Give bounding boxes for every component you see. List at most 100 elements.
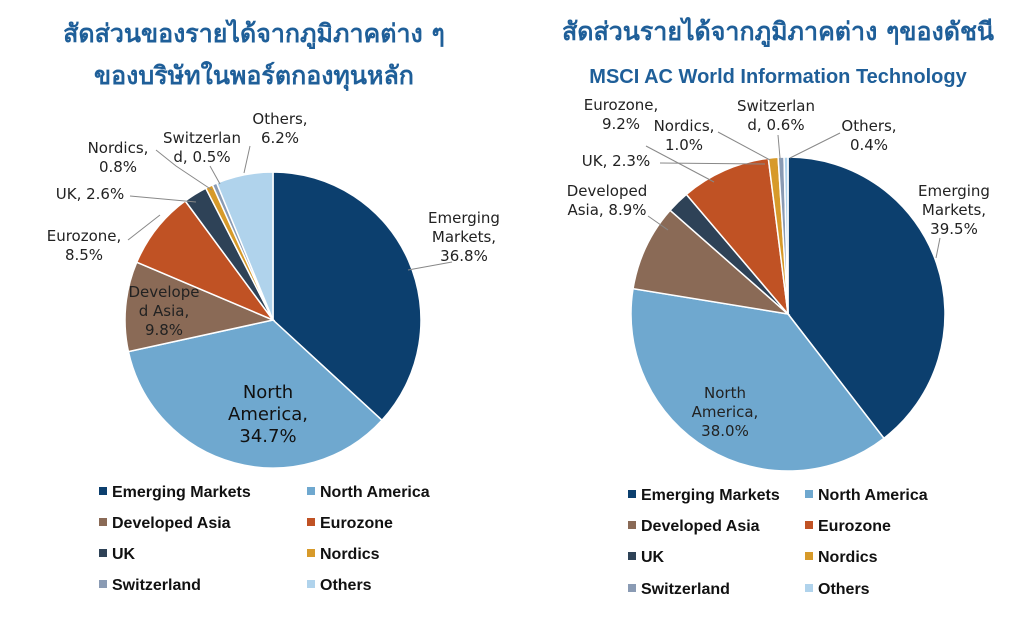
right-legend-label: North America	[818, 487, 928, 504]
right-leader-others	[789, 132, 841, 159]
left-legend-label: North America	[320, 484, 430, 501]
right-chart-title: สัดส่วนรายได้จากภูมิภาคต่าง ๆของดัชนี	[562, 16, 994, 48]
left-leader-uk	[129, 195, 197, 203]
left-legend-item-uk: UK	[99, 546, 136, 563]
right-legend-label: Others	[818, 581, 870, 598]
right-data-label-line: America,	[692, 403, 759, 421]
right-legend-swatch	[628, 521, 636, 529]
right-data-label-switzerland: Switzerlan d, 0.6%	[737, 97, 815, 134]
right-data-label-line: UK, 2.3%	[582, 152, 650, 170]
right-leader-emerging-markets	[935, 237, 941, 259]
right-data-label-emerging-markets: Emerging Markets, 39.5%	[918, 182, 990, 238]
right-data-label-line: 0.4%	[850, 136, 888, 154]
right-data-label-line: Markets,	[922, 201, 986, 219]
left-data-label-nordics: Nordics, 0.8%	[88, 139, 149, 176]
right-legend-label: UK	[641, 549, 665, 566]
right-data-label-nordics: Nordics, 1.0%	[654, 117, 715, 154]
left-legend-swatch	[99, 487, 107, 495]
right-data-label-line: Switzerlan	[737, 97, 815, 115]
left-legend-swatch	[307, 487, 315, 495]
right-data-label-line: Emerging	[918, 182, 990, 200]
left-legend-item-developed-asia: Developed Asia	[99, 515, 231, 532]
left-data-label-uk: UK, 2.6%	[56, 185, 124, 203]
right-legend-item-switzerland: Switzerland	[628, 581, 730, 598]
right-data-label-line: Eurozone,	[584, 96, 659, 114]
right-data-label-line: 9.2%	[602, 115, 640, 133]
right-legend-swatch	[628, 490, 636, 498]
right-legend-swatch	[628, 552, 636, 560]
right-data-label-line: Others,	[841, 117, 896, 135]
right-data-label-line: Developed	[567, 182, 648, 200]
left-leader-eurozone	[127, 214, 161, 241]
left-legend-item-emerging-markets: Emerging Markets	[99, 484, 251, 501]
left-data-label-line: North	[243, 382, 293, 403]
left-data-label-line: UK, 2.6%	[56, 185, 124, 203]
left-legend-item-nordics: Nordics	[307, 546, 380, 563]
left-data-label-line: 9.8%	[145, 321, 183, 339]
right-data-label-others: Others, 0.4%	[841, 117, 896, 154]
left-legend-label: Switzerland	[112, 577, 201, 594]
left-pie-chart: Emerging Markets, 36.8% North America, 34.7% D…	[47, 110, 500, 469]
left-data-label-line: America,	[228, 404, 308, 425]
left-legend-label: Others	[320, 577, 372, 594]
left-legend-label: UK	[112, 546, 136, 563]
left-legend-item-eurozone: Eurozone	[307, 515, 393, 532]
left-chart-title-line2: ของบริษัทในพอร์ตกองทุนหลัก	[94, 60, 414, 92]
right-slice-north-america	[630, 287, 885, 472]
left-leader-others	[243, 145, 251, 174]
right-leader-eurozone	[645, 145, 715, 183]
right-data-label-line: d, 0.6%	[747, 116, 804, 134]
right-leader-developed-asia	[647, 215, 669, 231]
left-legend-label: Emerging Markets	[112, 484, 251, 501]
left-data-label-line: Eurozone,	[47, 227, 122, 245]
left-chart-title: สัดส่วนของรายได้จากภูมิภาคต่าง ๆ	[63, 18, 445, 50]
left-slice-others	[215, 171, 274, 321]
right-leader-switzerland	[777, 134, 781, 159]
left-slice-north-america	[127, 319, 383, 469]
right-leader-nordics	[717, 131, 771, 161]
right-data-label-developed-asia: Developed Asia, 8.9%	[567, 182, 648, 219]
right-legend-item-others: Others	[805, 581, 870, 598]
left-leader-emerging-markets	[407, 261, 453, 271]
left-slice-emerging-markets	[272, 171, 422, 422]
left-data-label-line: d, 0.5%	[173, 148, 230, 166]
right-slice-emerging-markets	[787, 156, 946, 440]
left-legend-swatch	[307, 518, 315, 526]
right-legend-label: Switzerland	[641, 581, 730, 598]
right-legend-item-north-america: North America	[805, 487, 928, 504]
left-data-label-line: 36.8%	[440, 247, 488, 265]
right-data-label-uk: UK, 2.3%	[582, 152, 650, 170]
right-pie-chart: Emerging Markets, 39.5% North America, 38.0% D…	[567, 96, 990, 472]
left-data-label-north-america: North America, 34.7%	[228, 382, 308, 447]
left-slice-developed-asia	[124, 261, 276, 353]
right-legend-label: Nordics	[818, 549, 878, 566]
right-legend-item-uk: UK	[628, 549, 665, 566]
right-legend-label: Eurozone	[818, 518, 891, 535]
right-legend-label: Developed Asia	[641, 518, 760, 535]
left-legend-swatch	[99, 518, 107, 526]
left-legend: Emerging Markets North America Developed A…	[99, 484, 430, 594]
left-legend-label: Nordics	[320, 546, 380, 563]
left-data-label-emerging-markets: Emerging Markets, 36.8%	[428, 209, 500, 265]
left-legend-swatch	[307, 580, 315, 588]
left-legend-label: Developed Asia	[112, 515, 231, 532]
right-legend: Emerging Markets North America Developed A…	[628, 487, 928, 598]
right-legend-item-emerging-markets: Emerging Markets	[628, 487, 780, 504]
right-data-label-line: 38.0%	[701, 422, 749, 440]
left-data-label-switzerland: Switzerlan d, 0.5%	[163, 129, 241, 166]
left-data-label-line: 0.8%	[99, 158, 137, 176]
right-legend-item-developed-asia: Developed Asia	[628, 518, 760, 535]
left-data-label-line: 8.5%	[65, 246, 103, 264]
left-leader-switzerland	[209, 165, 221, 185]
left-data-label-line: d Asia,	[139, 302, 190, 320]
left-legend-label: Eurozone	[320, 515, 393, 532]
left-data-label-line: Markets,	[432, 228, 496, 246]
left-data-label-others: Others, 6.2%	[252, 110, 307, 147]
left-data-label-line: Nordics,	[88, 139, 149, 157]
right-data-label-line: 1.0%	[665, 136, 703, 154]
left-legend-item-others: Others	[307, 577, 372, 594]
right-legend-item-nordics: Nordics	[805, 549, 878, 566]
right-data-label-eurozone: Eurozone, 9.2%	[584, 96, 659, 133]
left-data-label-line: Others,	[252, 110, 307, 128]
